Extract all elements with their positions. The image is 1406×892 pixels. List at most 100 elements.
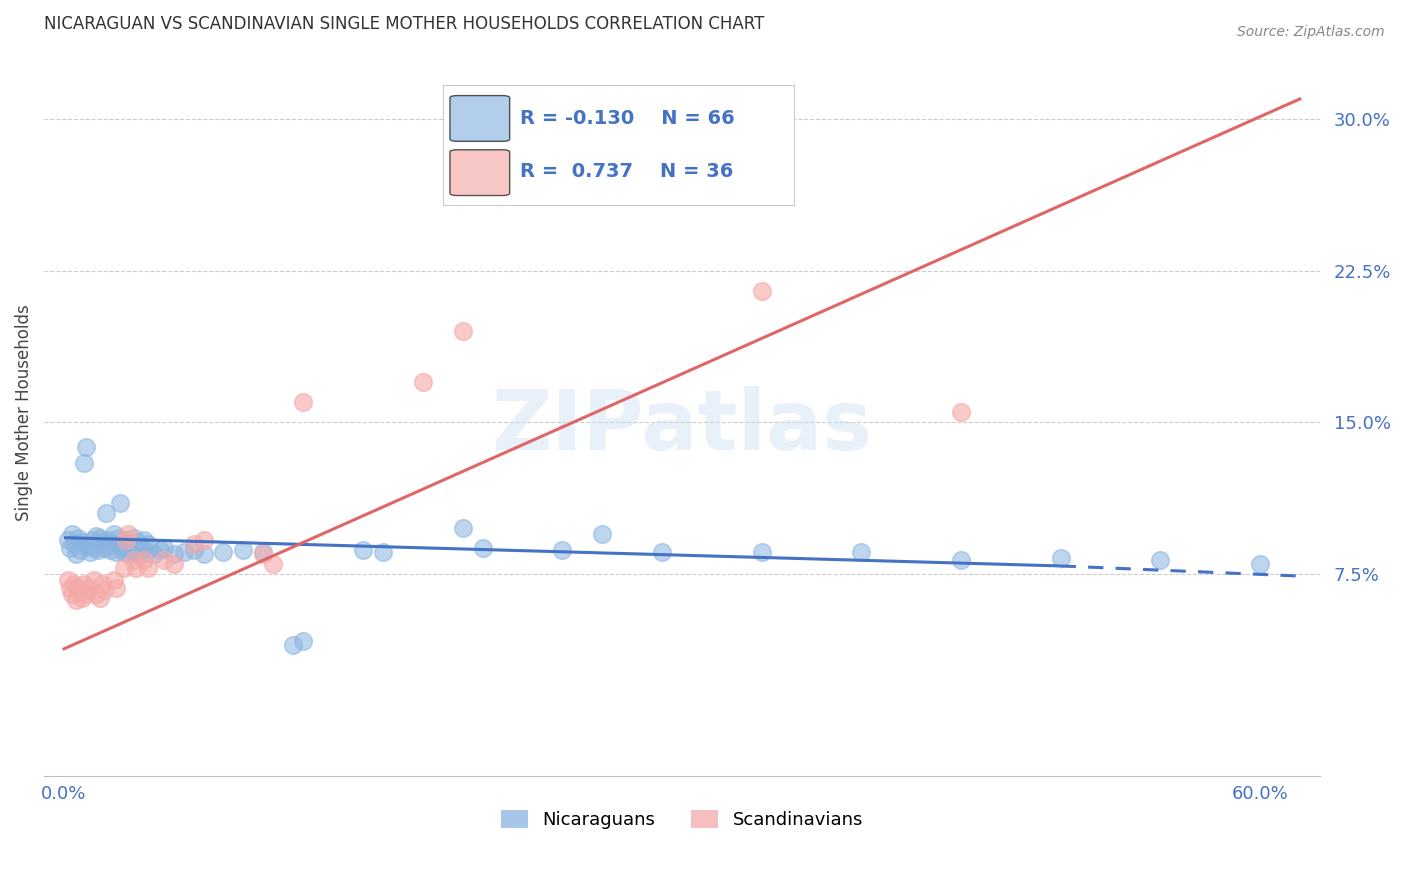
Point: [651, 545, 673, 559]
Point: [98, 542, 121, 557]
Point: [117, 547, 139, 561]
Legend: Nicaraguans, Scandinavians: Nicaraguans, Scandinavians: [494, 803, 870, 837]
Point: [112, 545, 135, 559]
Point: [79, 545, 101, 559]
Point: [60, 587, 83, 601]
Point: [107, 531, 129, 545]
Point: [59, 541, 82, 555]
Point: [212, 545, 235, 559]
Point: [1149, 553, 1171, 567]
Point: [149, 542, 172, 557]
Point: [103, 526, 125, 541]
Point: [56, 573, 79, 587]
Point: [183, 542, 205, 557]
Point: [136, 537, 159, 551]
Point: [152, 541, 174, 555]
Point: [77, 539, 100, 553]
Point: [610, 162, 633, 177]
Point: [94, 507, 117, 521]
Point: [121, 542, 143, 557]
Point: [751, 545, 773, 559]
Point: [173, 545, 195, 559]
Y-axis label: Single Mother Households: Single Mother Households: [15, 304, 32, 521]
Point: [60, 526, 83, 541]
Point: [101, 537, 124, 551]
Point: [551, 542, 574, 557]
Point: [252, 547, 274, 561]
FancyBboxPatch shape: [450, 95, 509, 141]
Point: [252, 545, 274, 559]
Point: [104, 545, 127, 559]
Point: [84, 587, 107, 601]
Point: [125, 545, 148, 559]
Point: [93, 541, 115, 555]
Point: [69, 542, 91, 557]
Point: [122, 553, 145, 567]
Point: [114, 533, 136, 547]
Point: [591, 526, 613, 541]
Point: [949, 405, 972, 419]
Point: [183, 537, 205, 551]
Point: [103, 573, 125, 587]
Point: [97, 533, 120, 547]
Point: [73, 577, 96, 591]
Point: [292, 633, 315, 648]
Point: [751, 284, 773, 298]
Point: [90, 534, 112, 549]
Point: [108, 496, 131, 510]
Point: [125, 561, 148, 575]
Point: [292, 395, 315, 409]
Point: [56, 533, 79, 547]
Point: [193, 533, 215, 547]
Point: [65, 547, 87, 561]
Text: R =  0.737    N = 36: R = 0.737 N = 36: [520, 162, 734, 181]
Point: [75, 587, 97, 601]
Point: [1049, 550, 1071, 565]
Point: [73, 456, 96, 470]
Point: [63, 577, 86, 591]
FancyBboxPatch shape: [450, 150, 509, 195]
Point: [89, 531, 111, 545]
Point: [122, 531, 145, 545]
Point: [70, 591, 93, 606]
Point: [232, 542, 254, 557]
Point: [63, 537, 86, 551]
Point: [136, 561, 159, 575]
Text: Source: ZipAtlas.com: Source: ZipAtlas.com: [1237, 25, 1385, 39]
Point: [90, 577, 112, 591]
Point: [111, 541, 134, 555]
Point: [412, 375, 434, 389]
Point: [89, 591, 111, 606]
Point: [163, 557, 186, 571]
Point: [87, 542, 110, 557]
Point: [118, 537, 141, 551]
Point: [135, 545, 157, 559]
Point: [65, 593, 87, 607]
Point: [131, 541, 153, 555]
Text: R = -0.130    N = 66: R = -0.130 N = 66: [520, 109, 735, 128]
Point: [127, 534, 149, 549]
Point: [451, 520, 474, 534]
Point: [152, 553, 174, 567]
Point: [128, 547, 150, 561]
Point: [352, 542, 374, 557]
Point: [163, 547, 186, 561]
Point: [77, 581, 100, 595]
Text: ZIPatlas: ZIPatlas: [492, 386, 873, 467]
Point: [59, 581, 82, 595]
Point: [83, 541, 105, 555]
Point: [69, 585, 91, 599]
Point: [262, 557, 284, 571]
Point: [104, 581, 127, 595]
Point: [75, 440, 97, 454]
Point: [114, 533, 136, 547]
Point: [142, 547, 165, 561]
Point: [80, 533, 103, 547]
Point: [283, 638, 305, 652]
Point: [1249, 557, 1271, 571]
Point: [949, 553, 972, 567]
Point: [132, 533, 155, 547]
Point: [84, 528, 107, 542]
Point: [66, 581, 89, 595]
Point: [112, 561, 135, 575]
